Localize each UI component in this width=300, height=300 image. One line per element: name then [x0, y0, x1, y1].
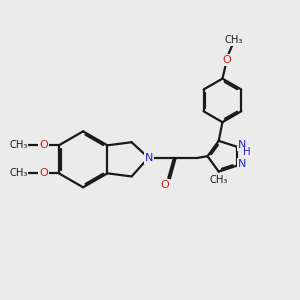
Text: CH₃: CH₃ — [9, 140, 28, 150]
Text: N: N — [238, 159, 247, 169]
Text: N: N — [238, 140, 247, 150]
Text: CH₃: CH₃ — [9, 168, 28, 178]
Text: CH₃: CH₃ — [224, 35, 243, 45]
Text: O: O — [161, 180, 170, 190]
Text: H: H — [243, 147, 250, 157]
Text: O: O — [39, 168, 48, 178]
Text: CH₃: CH₃ — [209, 175, 228, 185]
Text: O: O — [39, 140, 48, 150]
Text: N: N — [145, 153, 153, 163]
Text: O: O — [222, 55, 231, 65]
